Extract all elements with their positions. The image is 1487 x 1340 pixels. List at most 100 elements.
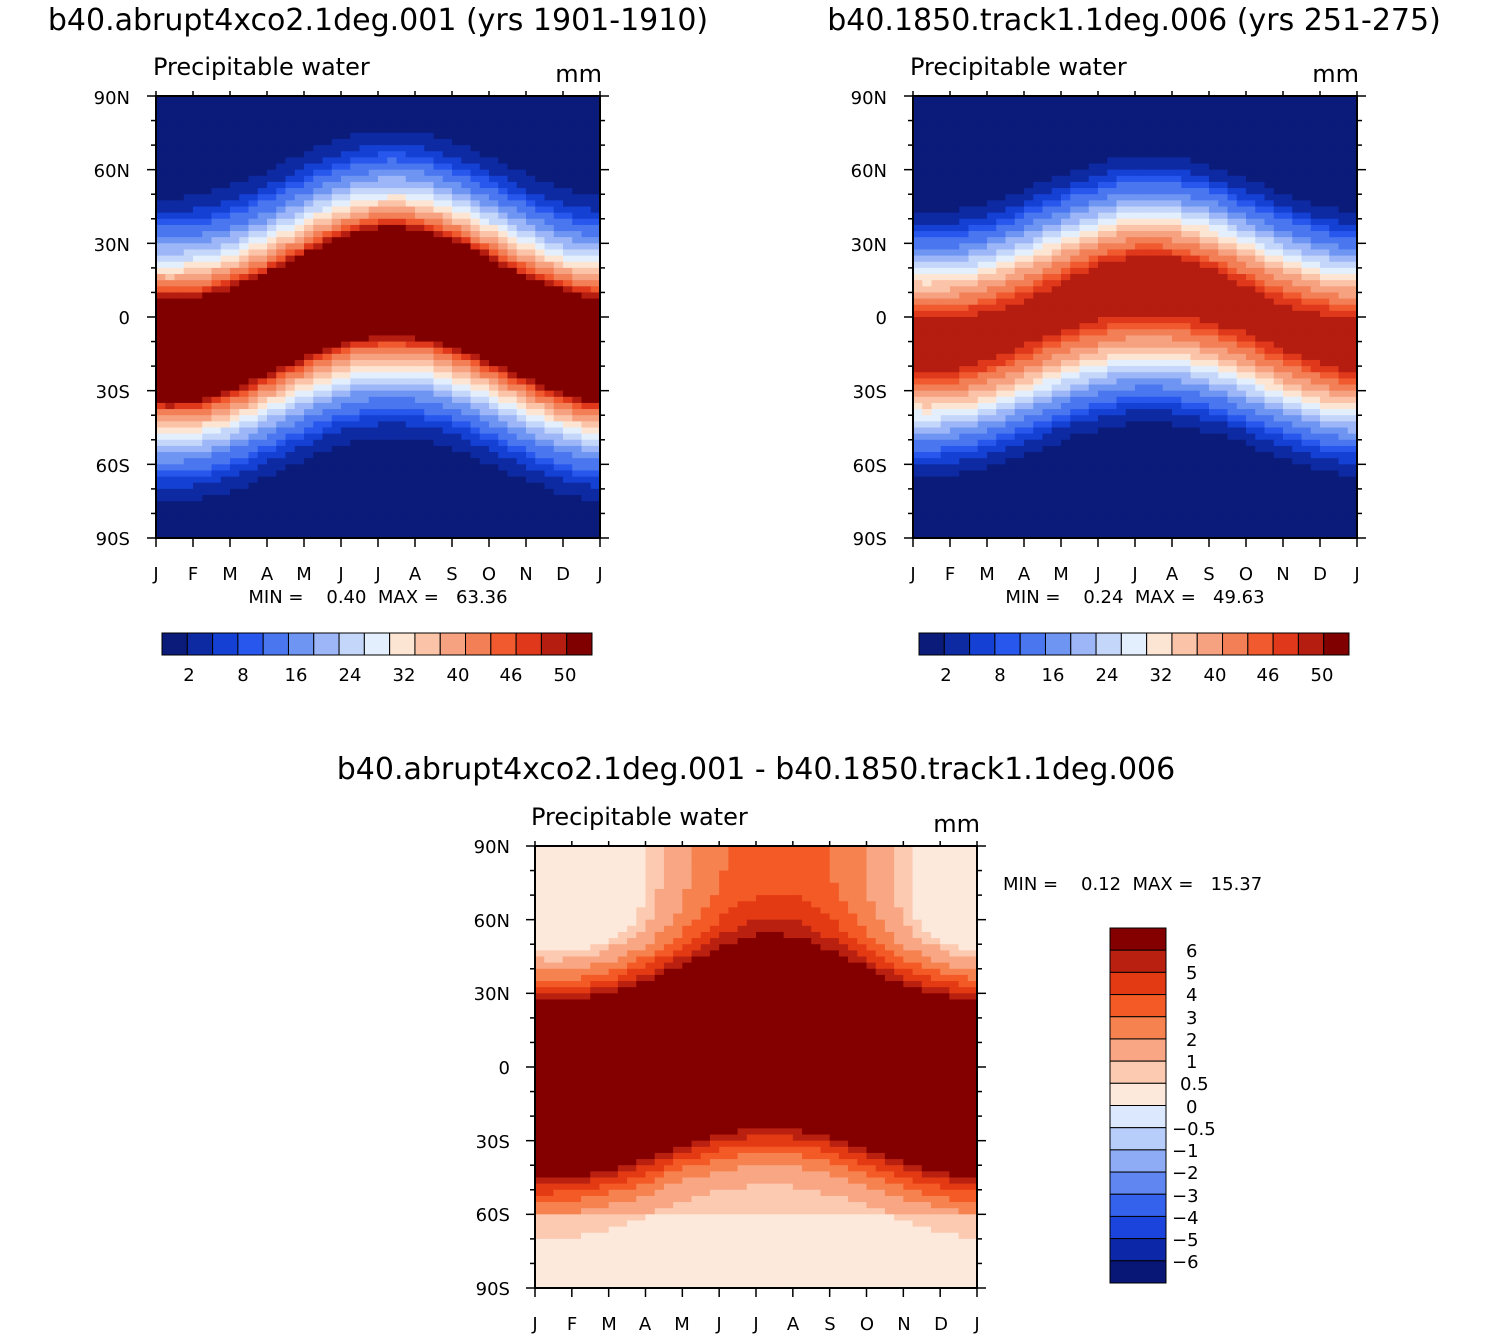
field-cell [572,335,582,342]
field-cell [230,507,240,514]
field-cell [572,127,582,134]
field-cell [1144,114,1154,121]
field-cell [1209,231,1219,238]
field-cell [471,335,481,342]
field-cell [443,96,453,103]
field-cell [1024,274,1034,281]
field-cell [276,421,286,428]
field-cell [286,213,296,220]
field-cell [1033,164,1043,171]
field-cell [406,434,416,441]
field-cell [286,268,296,275]
field-cell [987,157,997,164]
field-cell [1043,133,1053,140]
field-cell [1246,121,1256,128]
field-cell [1098,262,1108,269]
field-cell [258,274,268,281]
field-cell [996,176,1006,183]
field-cell [304,262,314,269]
field-cell [267,513,277,520]
field-cell [397,200,407,207]
field-cell [313,366,323,373]
field-cell [202,372,212,379]
field-cell [175,225,185,232]
field-cell [1098,139,1108,146]
field-cell [545,421,555,428]
field-cell [304,317,314,324]
colorbar-swatch [440,633,465,655]
field-cell [1302,268,1312,275]
field-cell [397,305,407,312]
field-cell [1126,256,1136,263]
field-cell [323,458,333,465]
field-cell [286,182,296,189]
field-cell [461,102,471,109]
field-cell [165,464,175,471]
field-cell [922,207,932,214]
field-cell [1135,157,1145,164]
field-cell [360,170,370,177]
field-cell [1098,133,1108,140]
field-cell [378,194,388,201]
field-cell [323,121,333,128]
field-cell [563,513,573,520]
field-cell [1043,274,1053,281]
field-cell [572,299,582,306]
field-cell [452,421,462,428]
field-cell [175,403,185,410]
field-cell [959,133,969,140]
field-cell [387,200,397,207]
field-cell [313,520,323,527]
field-cell [332,440,342,447]
field-cell [184,434,194,441]
field-cell [1117,262,1127,269]
field-cell [387,366,397,373]
field-cell [397,182,407,189]
field-cell [360,151,370,158]
field-cell [452,207,462,214]
field-cell [175,415,185,422]
colorbar-swatch [288,633,313,655]
field-cell [360,225,370,232]
field-cell [1228,231,1238,238]
field-cell [360,483,370,490]
field-cell [193,409,203,416]
field-cell [1311,133,1321,140]
field-cell [276,305,286,312]
field-cell [1320,176,1330,183]
field-cell [230,164,240,171]
field-cell [554,133,564,140]
field-cell [526,372,536,379]
field-cell [1024,256,1034,263]
field-cell [295,409,305,416]
field-cell [193,397,203,404]
field-cell [304,182,314,189]
field-cell [397,280,407,287]
field-cell [471,305,481,312]
field-cell [443,360,453,367]
field-cell [1024,194,1034,201]
field-cell [1052,151,1062,158]
field-cell [1024,96,1034,103]
field-cell [424,489,434,496]
field-cell [406,213,416,220]
field-cell [415,470,425,477]
field-cell [360,434,370,441]
field-cell [1191,268,1201,275]
field-cell [165,299,175,306]
panel-1-x-tick-labels: J F M A M J J A S O N D J [152,564,602,585]
field-cell [1228,108,1238,115]
field-cell [323,243,333,250]
field-cell [1080,102,1090,109]
panel-1-xtick-mar: M [222,564,238,585]
field-cell [545,114,555,121]
field-cell [508,213,518,220]
field-cell [258,483,268,490]
field-cell [1163,200,1173,207]
field-cell [424,354,434,361]
panel-1-ytick-30n: 30N [94,235,130,256]
field-cell [452,133,462,140]
field-cell [360,286,370,293]
field-cell [193,329,203,336]
field-cell [563,231,573,238]
